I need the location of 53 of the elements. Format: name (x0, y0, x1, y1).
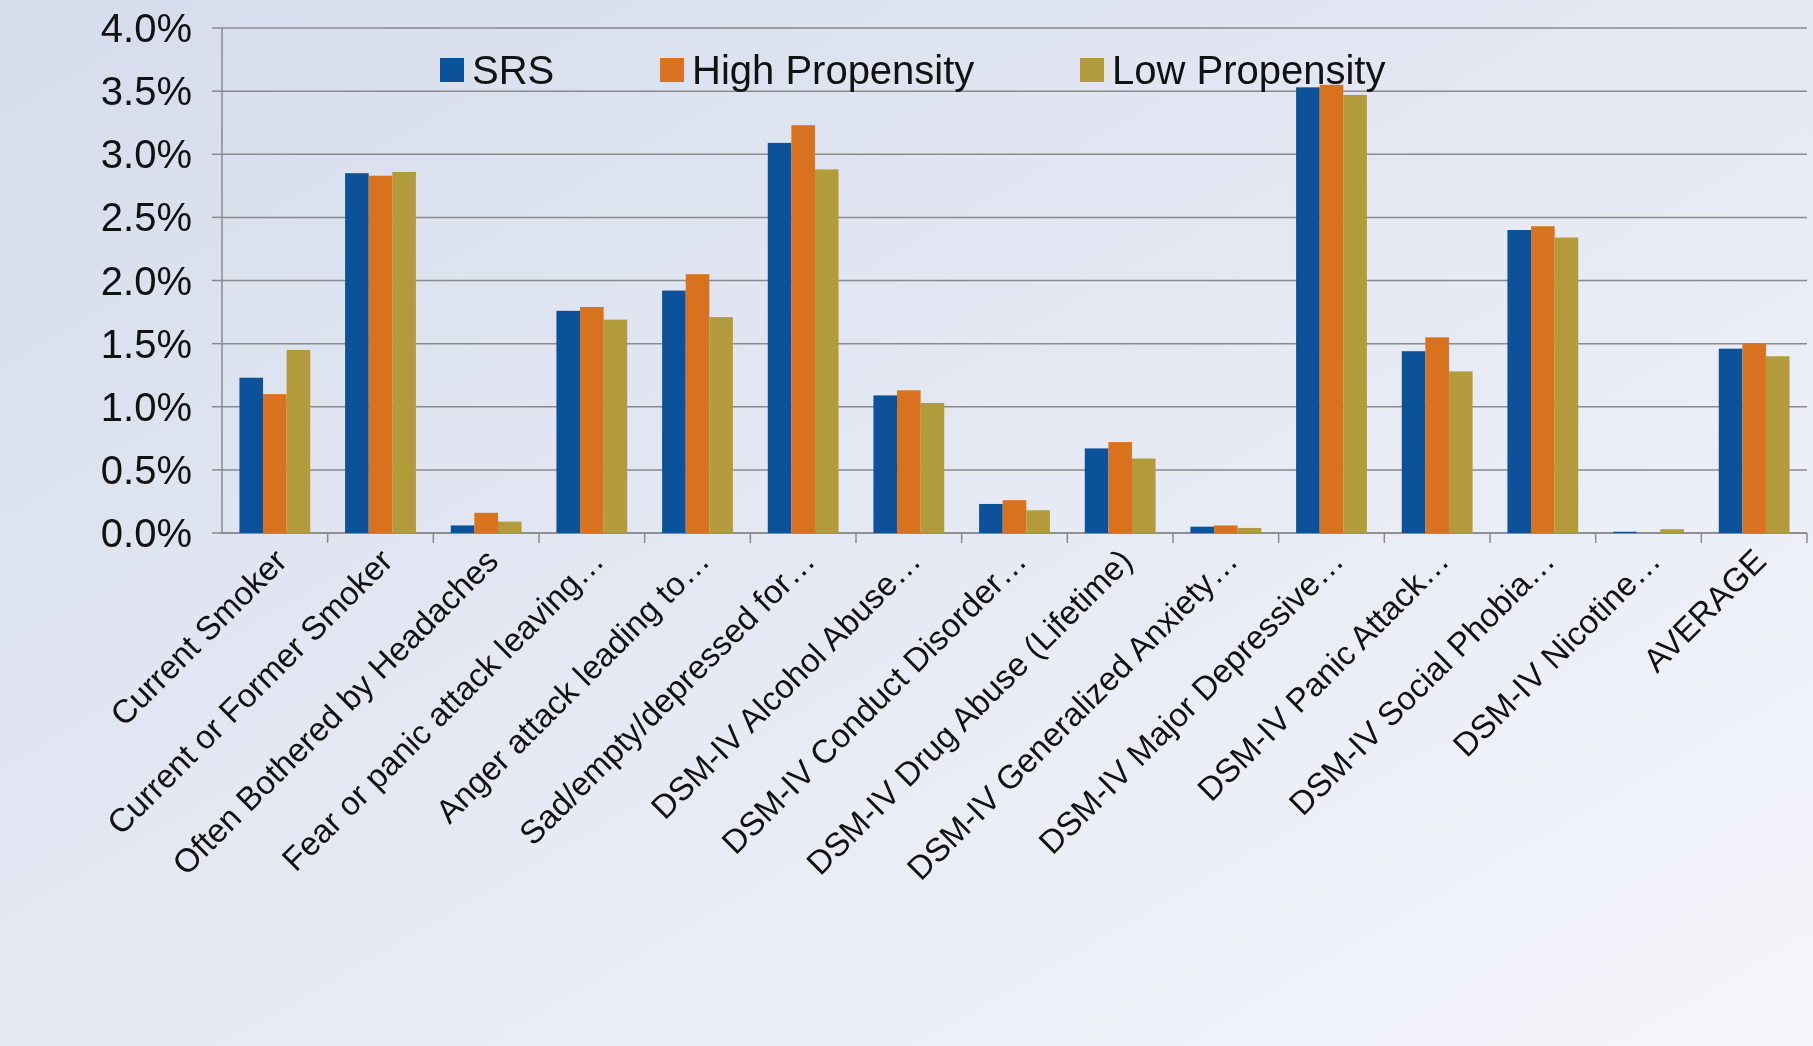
bar (1343, 94, 1367, 533)
bar (979, 503, 1003, 533)
bar (1531, 226, 1555, 533)
y-tick-label: 2.0% (100, 258, 192, 303)
bar (1554, 237, 1579, 533)
bar (1401, 351, 1426, 533)
bar (767, 142, 792, 533)
legend-label: Low Propensity (1112, 48, 1386, 92)
bar (1765, 356, 1790, 533)
bar (1660, 529, 1684, 533)
bar (873, 395, 898, 533)
y-tick-label: 1.5% (100, 321, 192, 366)
bar (1718, 348, 1743, 533)
bar (1507, 230, 1532, 533)
bar (662, 290, 686, 533)
bar (345, 173, 369, 533)
bar (450, 525, 475, 533)
bar (897, 390, 921, 533)
bar (239, 377, 264, 533)
bar (1425, 337, 1449, 533)
bar (474, 512, 498, 533)
bar (1026, 510, 1050, 533)
bar (791, 125, 815, 533)
bar (1002, 500, 1027, 533)
bar (1237, 527, 1262, 533)
bar (580, 307, 604, 533)
bar (556, 310, 581, 533)
bar (1448, 371, 1473, 533)
legend-label: SRS (472, 48, 555, 92)
bar (1131, 458, 1156, 533)
legend-label: High Propensity (692, 48, 975, 92)
bar (1190, 526, 1215, 533)
bar (286, 349, 311, 533)
bar (920, 402, 945, 533)
bar (263, 394, 287, 533)
y-tick-label: 0.0% (100, 511, 192, 555)
bar (709, 317, 733, 533)
bar (814, 169, 839, 533)
y-tick-label: 3.0% (100, 132, 192, 177)
bar (685, 274, 710, 533)
y-tick-label: 1.0% (100, 384, 192, 429)
bar (603, 319, 628, 533)
bar (392, 171, 416, 533)
y-tick-label: 2.5% (100, 195, 192, 240)
bar (1084, 448, 1109, 533)
y-tick-label: 0.5% (100, 447, 192, 492)
bar (497, 521, 522, 533)
y-tick-label: 3.5% (100, 69, 192, 114)
y-tick-label: 4.0% (100, 6, 192, 50)
bar (1742, 343, 1766, 533)
bar (1108, 442, 1132, 533)
bar (368, 175, 393, 533)
bar (1214, 525, 1238, 533)
